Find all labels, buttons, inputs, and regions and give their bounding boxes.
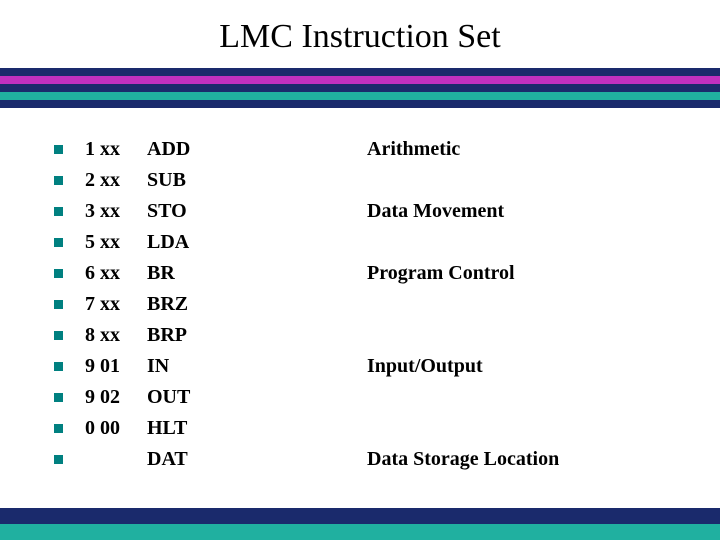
footer-stripe	[0, 524, 720, 540]
category-label: Arithmetic	[367, 138, 460, 161]
footer-stripe	[0, 508, 720, 524]
stripe	[0, 84, 720, 92]
category-label: Data Storage Location	[367, 448, 559, 471]
bullet-icon	[54, 455, 63, 464]
decorative-stripes-top	[0, 68, 720, 108]
opcode: 3 xx	[85, 200, 147, 223]
list-item: 1 xx ADD Arithmetic	[54, 134, 720, 165]
mnemonic: HLT	[147, 417, 367, 440]
list-item: 8 xx BRP	[54, 320, 720, 351]
opcode: 6 xx	[85, 262, 147, 285]
mnemonic: IN	[147, 355, 367, 378]
stripe	[0, 100, 720, 108]
list-item: 2 xx SUB	[54, 165, 720, 196]
opcode: 9 01	[85, 355, 147, 378]
opcode: 7 xx	[85, 293, 147, 316]
opcode: 5 xx	[85, 231, 147, 254]
list-item: 6 xx BR Program Control	[54, 258, 720, 289]
bullet-icon	[54, 238, 63, 247]
mnemonic: BRP	[147, 324, 367, 347]
slide-title: LMC Instruction Set	[0, 0, 720, 68]
bullet-icon	[54, 207, 63, 216]
decorative-stripes-bottom	[0, 508, 720, 540]
stripe	[0, 92, 720, 100]
mnemonic: SUB	[147, 169, 367, 192]
list-item: 7 xx BRZ	[54, 289, 720, 320]
mnemonic: STO	[147, 200, 367, 223]
stripe	[0, 76, 720, 84]
category-label: Data Movement	[367, 200, 504, 223]
category-label: Program Control	[367, 262, 515, 285]
list-item: 0 00 HLT	[54, 413, 720, 444]
bullet-icon	[54, 331, 63, 340]
mnemonic: BR	[147, 262, 367, 285]
bullet-icon	[54, 300, 63, 309]
mnemonic: LDA	[147, 231, 367, 254]
list-item: DAT Data Storage Location	[54, 444, 720, 475]
opcode: 2 xx	[85, 169, 147, 192]
mnemonic: OUT	[147, 386, 367, 409]
stripe	[0, 68, 720, 76]
opcode: 1 xx	[85, 138, 147, 161]
mnemonic: BRZ	[147, 293, 367, 316]
list-item: 9 01 IN Input/Output	[54, 351, 720, 382]
bullet-icon	[54, 393, 63, 402]
list-item: 5 xx LDA	[54, 227, 720, 258]
mnemonic: DAT	[147, 448, 367, 471]
bullet-icon	[54, 176, 63, 185]
opcode: 0 00	[85, 417, 147, 440]
bullet-icon	[54, 362, 63, 371]
bullet-icon	[54, 269, 63, 278]
instruction-list: 1 xx ADD Arithmetic 2 xx SUB 3 xx STO Da…	[0, 108, 720, 488]
bullet-icon	[54, 145, 63, 154]
list-item: 9 02 OUT	[54, 382, 720, 413]
category-label: Input/Output	[367, 355, 483, 378]
bullet-icon	[54, 424, 63, 433]
opcode: 8 xx	[85, 324, 147, 347]
list-item: 3 xx STO Data Movement	[54, 196, 720, 227]
mnemonic: ADD	[147, 138, 367, 161]
opcode: 9 02	[85, 386, 147, 409]
